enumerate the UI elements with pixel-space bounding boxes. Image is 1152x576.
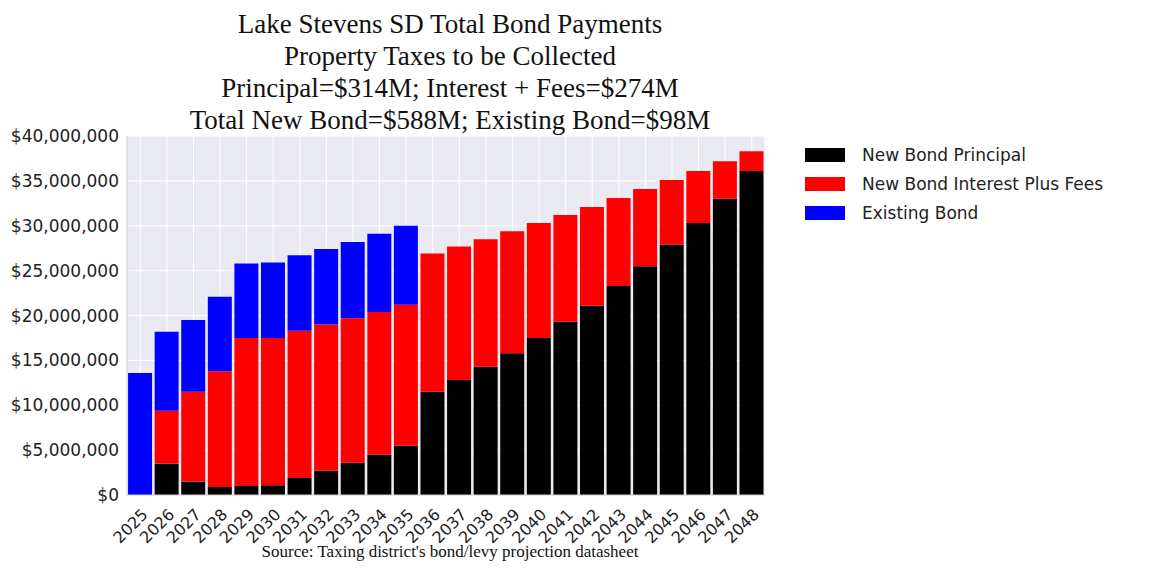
svg-text:$30,000,000: $30,000,000 — [11, 216, 119, 236]
svg-text:2025: 2025 — [109, 504, 152, 548]
svg-text:2040: 2040 — [508, 504, 551, 548]
svg-text:2028: 2028 — [189, 504, 232, 548]
svg-text:2027: 2027 — [162, 504, 205, 548]
svg-text:$40,000,000: $40,000,000 — [11, 126, 119, 146]
html-text:Property Taxes to be Collected: Property Taxes to be Collected — [284, 41, 616, 71]
svg-text:$0: $0 — [97, 485, 119, 505]
svg-text:2048: 2048 — [721, 505, 763, 547]
svg-text:$15,000,000: $15,000,000 — [11, 350, 119, 370]
html-text:Existing Bond: Existing Bond — [862, 202, 979, 223]
svg-text:2029: 2029 — [215, 504, 258, 548]
svg-text:2041: 2041 — [534, 504, 577, 548]
html-text:New Bond Principal: New Bond Principal — [862, 144, 1026, 165]
svg-text:2043: 2043 — [587, 504, 631, 548]
html-text:Principal=$314M; Interest + Fe: Principal=$314M; Interest + Fees=$274M — [221, 73, 679, 103]
html-text:Lake Stevens SD Total Bond Pay: Lake Stevens SD Total Bond Payments — [237, 9, 663, 39]
svg-text:2037: 2037 — [428, 504, 471, 548]
svg-text:2030: 2030 — [242, 504, 285, 548]
svg-text:2038: 2038 — [455, 504, 498, 548]
svg-text:2031: 2031 — [268, 504, 312, 548]
svg-text:2039: 2039 — [481, 504, 524, 548]
svg-text:2033: 2033 — [322, 504, 365, 548]
svg-text:$10,000,000: $10,000,000 — [11, 395, 119, 415]
svg-text:2032: 2032 — [295, 504, 338, 548]
svg-text:$35,000,000: $35,000,000 — [11, 171, 119, 191]
svg-text:2044: 2044 — [614, 504, 657, 548]
svg-text:2036: 2036 — [401, 504, 444, 548]
svg-text:2026: 2026 — [136, 504, 179, 548]
svg-text:$25,000,000: $25,000,000 — [11, 261, 119, 281]
svg-text:$20,000,000: $20,000,000 — [11, 306, 119, 326]
html-text:New Bond Interest Plus Fees: New Bond Interest Plus Fees — [862, 173, 1104, 194]
svg-text:2045: 2045 — [641, 504, 684, 548]
svg-text:2046: 2046 — [667, 504, 710, 548]
svg-text:2047: 2047 — [694, 504, 737, 548]
svg-text:2035: 2035 — [375, 504, 418, 548]
html-text:Source: Taxing district's bond: Source: Taxing district's bond/levy proj… — [261, 542, 639, 561]
svg-text:$5,000,000: $5,000,000 — [22, 440, 119, 460]
svg-text:2042: 2042 — [561, 504, 604, 548]
svg-text:2034: 2034 — [348, 504, 391, 548]
html-text:Total New Bond=$588M; Existing: Total New Bond=$588M; Existing Bond=$98M — [189, 105, 711, 135]
